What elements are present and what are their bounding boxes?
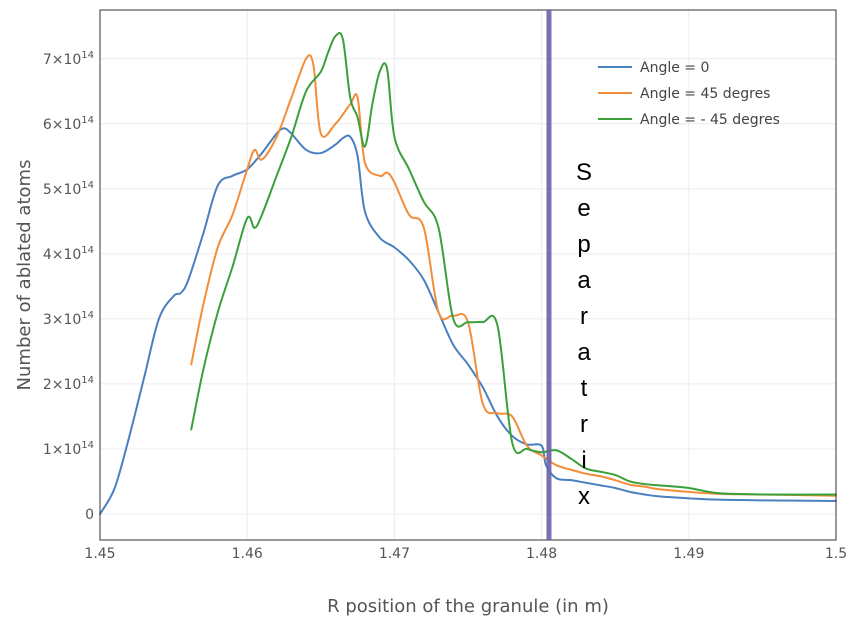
separatrix-label-letter: S [576,159,592,186]
x-tick-label: 1.46 [232,546,263,562]
series-line-1 [99,127,837,515]
x-tick-label: 1.49 [673,546,704,562]
series-line-2 [190,54,837,497]
separatrix-label-letter: x [578,483,590,510]
separatrix-label-letter: a [577,339,591,366]
grid [99,10,837,540]
legend: Angle = 0 Angle = 45 degres Angle = - 45 d… [598,60,780,128]
y-tick-label: 7×1014 [43,50,94,68]
y-tick-label: 1×1014 [43,440,94,458]
y-tick-label: 0 [85,507,94,523]
separatrix-label-letter: i [581,447,586,474]
separatrix-label-letter: p [577,231,590,258]
plot-frame [99,9,837,541]
y-tick-label: 4×1014 [43,245,94,263]
legend-label: Angle = - 45 degres [640,112,780,128]
separatrix-label-letter: r [580,411,588,438]
x-tick-label: 1.47 [379,546,410,562]
y-tick-label: 3×1014 [43,310,94,328]
separatrix-label-letter: t [581,375,588,402]
y-tick-label: 6×1014 [43,115,94,133]
series-line-3 [190,31,837,496]
y-axis-title: Number of ablated atoms [14,160,35,391]
separatrix-label-letter: r [580,303,588,330]
series-layer [99,31,837,515]
x-tick-label: 1.5 [825,546,847,562]
x-tick-label: 1.45 [84,546,115,562]
y-tick-label: 5×1014 [43,180,94,198]
legend-label: Angle = 0 [640,60,709,76]
x-tick-label: 1.48 [526,546,557,562]
y-tick-label: 2×1014 [43,375,94,393]
separatrix-label-letter: a [577,267,591,294]
x-axis-title: R position of the granule (in m) [327,596,609,617]
x-axis-ticks: 1.45 1.46 1.47 1.48 1.49 1.5 [84,546,847,562]
separatrix-label-letter: e [577,195,590,222]
y-axis-ticks: 0 1×1014 2×1014 3×1014 4×1014 5×1014 6×1014 7×1… [43,50,94,523]
legend-label: Angle = 45 degres [640,86,770,102]
